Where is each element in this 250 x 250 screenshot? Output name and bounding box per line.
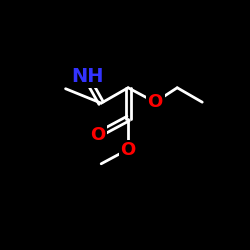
Text: NH: NH <box>72 67 104 86</box>
Text: O: O <box>148 93 163 111</box>
Text: O: O <box>90 126 105 144</box>
Text: O: O <box>120 141 136 159</box>
